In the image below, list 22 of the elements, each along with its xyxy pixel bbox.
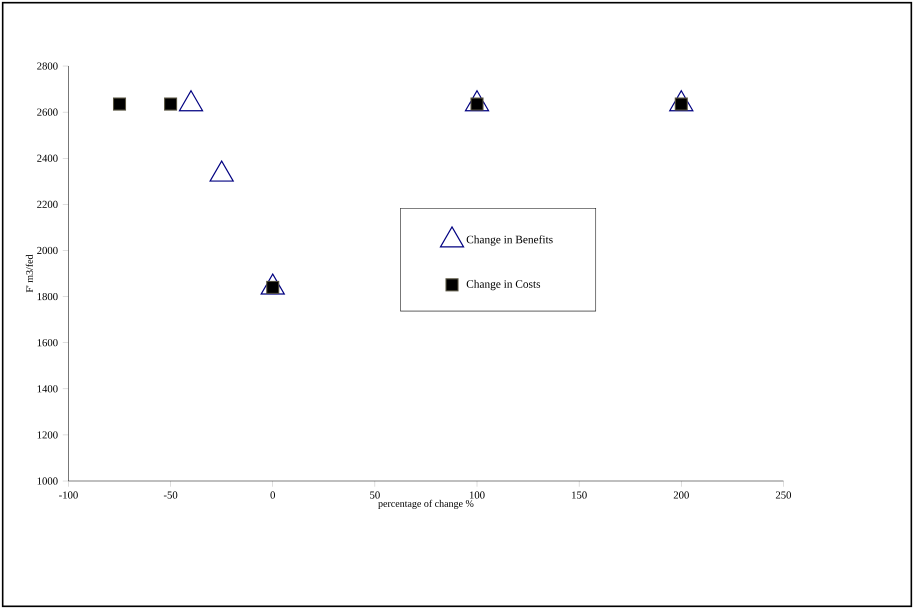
x-tick-label: 50 bbox=[370, 491, 380, 499]
x-axis-title: percentage of change % bbox=[378, 500, 474, 509]
y-tick-label: 2600 bbox=[37, 108, 58, 116]
x-tick-label: -50 bbox=[164, 491, 178, 499]
y-axis-title: F' m3/fed bbox=[26, 254, 33, 292]
legend-label: Change in Costs bbox=[466, 280, 540, 290]
legend-label: Change in Benefits bbox=[466, 235, 553, 246]
y-tick-label: 1600 bbox=[38, 339, 58, 346]
x-tick-label: 150 bbox=[572, 491, 587, 499]
y-tick-label: 2400 bbox=[37, 154, 58, 162]
y-tick-label: 2000 bbox=[37, 246, 58, 254]
y-tick-label: 2200 bbox=[37, 200, 58, 208]
y-tick-label: 1400 bbox=[38, 385, 58, 392]
y-tick-label: 2800 bbox=[37, 62, 58, 70]
x-tick-label: 200 bbox=[674, 491, 689, 499]
y-tick-label: 1200 bbox=[38, 431, 58, 439]
x-tick-label: 0 bbox=[270, 491, 275, 499]
y-tick-label: 1800 bbox=[38, 292, 58, 300]
x-tick-label: 250 bbox=[776, 491, 792, 499]
x-tick-label: 100 bbox=[470, 491, 485, 499]
y-tick-label: 1000 bbox=[38, 477, 58, 485]
x-tick-label: -100 bbox=[59, 491, 78, 499]
